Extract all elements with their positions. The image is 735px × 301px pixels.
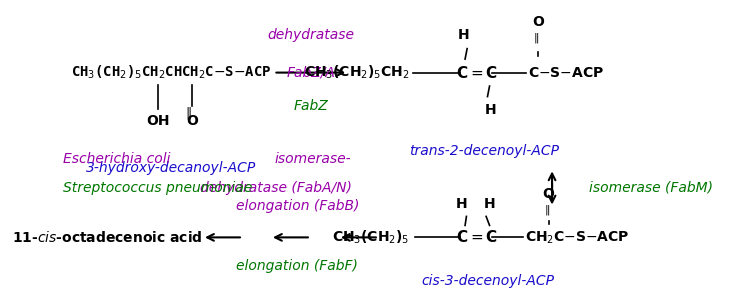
Text: O: O (533, 15, 545, 29)
Text: Streptococcus pneumoniae: Streptococcus pneumoniae (62, 181, 252, 195)
Text: H: H (456, 197, 467, 211)
Text: elongation (FabF): elongation (FabF) (236, 259, 358, 273)
Text: $\Vert$: $\Vert$ (534, 31, 539, 45)
Text: CH$_2$C$-$S$-$ACP: CH$_2$C$-$S$-$ACP (525, 229, 629, 246)
Text: $\Vert$: $\Vert$ (185, 105, 192, 121)
Text: 3-hydroxy-decanoyl-ACP: 3-hydroxy-decanoyl-ACP (87, 161, 257, 175)
Text: $\Vert$: $\Vert$ (544, 203, 550, 217)
Text: isomerase-: isomerase- (275, 153, 351, 166)
Text: dehydratase: dehydratase (268, 28, 354, 42)
Text: H: H (484, 197, 495, 211)
Text: C$=$C: C$=$C (456, 65, 498, 81)
Text: CH$_3$(CH$_2$)$_5$CH$_2$CHCH$_2$C$-$S$-$ACP: CH$_3$(CH$_2$)$_5$CH$_2$CHCH$_2$C$-$S$-$… (71, 64, 272, 81)
Text: cis-3-decenoyl-ACP: cis-3-decenoyl-ACP (421, 274, 554, 288)
Text: Escherichia coli: Escherichia coli (62, 153, 171, 166)
Text: C$-$S$-$ACP: C$-$S$-$ACP (528, 66, 604, 79)
Text: trans-2-decenoyl-ACP: trans-2-decenoyl-ACP (409, 144, 559, 157)
Text: dehydratase (FabA/N): dehydratase (FabA/N) (200, 181, 351, 195)
Text: C$=$C: C$=$C (456, 229, 498, 245)
Text: 11-$\it{cis}$-octadecenoic acid: 11-$\it{cis}$-octadecenoic acid (12, 230, 202, 245)
Text: CH$_3$(CH$_2$)$_5$CH$_2$: CH$_3$(CH$_2$)$_5$CH$_2$ (304, 64, 409, 81)
Text: FabZ/A: FabZ/A (287, 66, 335, 79)
Text: OH: OH (146, 113, 170, 128)
Text: CH$_3$(CH$_2$)$_5$: CH$_3$(CH$_2$)$_5$ (332, 229, 409, 246)
Text: H: H (458, 28, 470, 42)
Text: O: O (186, 113, 198, 128)
Text: elongation (FabB): elongation (FabB) (235, 199, 359, 213)
Text: isomerase (FabM): isomerase (FabM) (589, 181, 714, 195)
Text: O: O (542, 187, 555, 201)
Text: H: H (485, 103, 497, 117)
Text: FabZ: FabZ (293, 98, 329, 113)
